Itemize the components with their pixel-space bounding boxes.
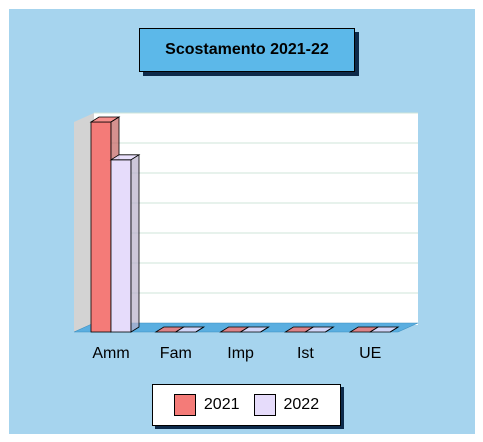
bar-amm-2022 (109, 154, 141, 333)
plot-side-wall (74, 113, 94, 332)
gridlines (94, 112, 418, 294)
chart-title-box: Scostamento 2021-22 (139, 28, 355, 72)
legend-swatch-2021 (173, 394, 196, 416)
tick-label-ue: UE (359, 345, 381, 362)
legend: 2021 2022 (152, 384, 341, 426)
chart-title: Scostamento 2021-22 (165, 41, 329, 58)
tick-label-ist: Ist (297, 345, 314, 362)
tick-label-fam: Fam (160, 345, 192, 362)
legend-item-2021: 2021 (173, 394, 240, 416)
legend-label-2021: 2021 (203, 396, 240, 413)
bar-imp-2022 (239, 326, 270, 333)
bars (89, 116, 400, 333)
legend-label-2022: 2022 (283, 396, 320, 413)
tick-label-amm: Amm (92, 345, 129, 362)
category-tick-labels: Amm Fam Imp Ist UE (92, 345, 381, 362)
legend-swatch-2022 (253, 394, 276, 416)
bar-ist-2022 (304, 326, 335, 333)
legend-item-2022: 2022 (253, 394, 320, 416)
tick-label-imp: Imp (227, 345, 254, 362)
bar-fam-2022 (174, 326, 206, 333)
plot-back-wall (94, 113, 418, 325)
bar-ue-2022 (368, 326, 400, 333)
